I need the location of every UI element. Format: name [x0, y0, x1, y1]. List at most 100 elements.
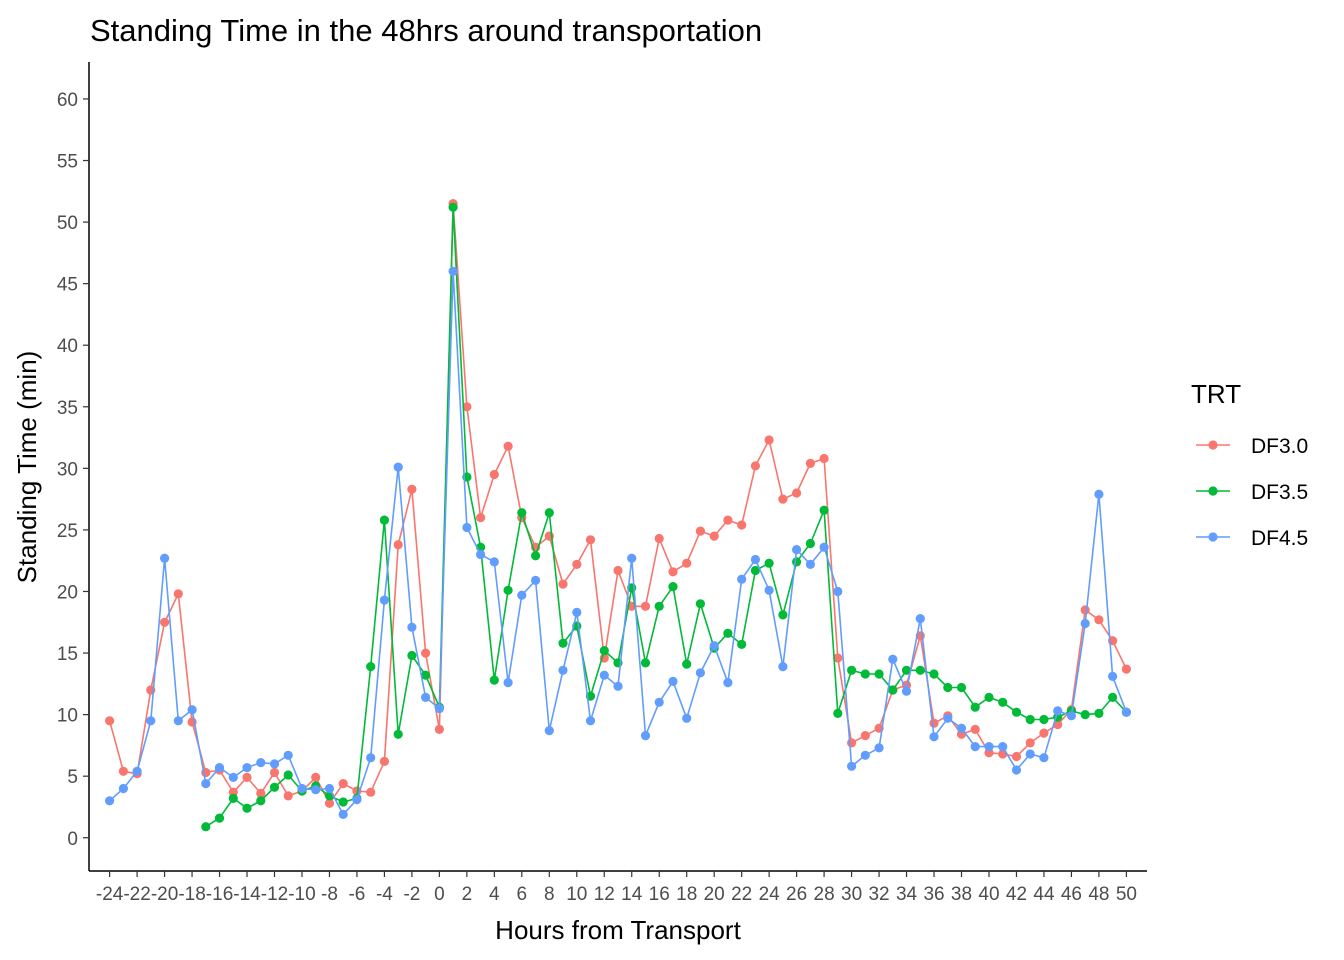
series-line [108, 202, 1128, 805]
x-tick-label: 38 [951, 884, 972, 905]
data-point [352, 795, 362, 805]
data-point [888, 685, 898, 695]
data-point [105, 796, 115, 806]
data-point [434, 724, 444, 735]
data-point [984, 692, 994, 703]
data-point [269, 782, 280, 792]
series-layer [105, 199, 1131, 832]
data-point [943, 713, 953, 723]
series-df3-0 [105, 199, 1131, 808]
legend-item: DF4.5 [1196, 527, 1308, 550]
data-point [1039, 714, 1049, 725]
data-point [1011, 765, 1022, 775]
data-point [737, 639, 747, 650]
data-point [297, 783, 307, 794]
data-point [805, 458, 816, 468]
data-point [915, 614, 925, 624]
data-point [792, 557, 802, 567]
data-point [750, 565, 761, 576]
x-tick-label: 46 [1061, 884, 1082, 905]
data-point [874, 669, 884, 679]
x-tick-label: 14 [621, 884, 643, 905]
y-tick-label: 55 [57, 152, 78, 173]
data-point [778, 494, 788, 504]
legend-title: TRT [1191, 379, 1241, 409]
data-point [379, 595, 389, 605]
data-point [1080, 618, 1090, 629]
x-tick-label: 16 [649, 884, 670, 905]
data-point [682, 713, 692, 723]
data-point [737, 574, 747, 584]
data-point [242, 803, 252, 813]
data-point [640, 658, 651, 668]
x-tick-label: -16 [206, 884, 233, 905]
data-point [407, 622, 417, 632]
y-axis-ticks: 0 5 10 15 20 25 30 35 40 45 50 55 60 [57, 90, 89, 850]
data-point [228, 793, 238, 804]
x-tick-label: 48 [1088, 884, 1109, 905]
data-point [160, 553, 170, 563]
x-tick-label: 4 [489, 884, 500, 905]
x-tick-label: -18 [178, 884, 205, 905]
x-tick-label: 42 [1006, 884, 1027, 905]
y-tick-label: 60 [57, 90, 78, 111]
legend-key-point [1208, 532, 1218, 542]
legend-label: DF4.5 [1251, 527, 1308, 550]
data-point [201, 822, 211, 832]
data-point [695, 668, 706, 678]
data-point [503, 585, 513, 595]
x-tick-label: 32 [868, 884, 889, 905]
data-point [256, 758, 266, 768]
data-point [1039, 753, 1049, 763]
data-point [723, 628, 733, 638]
legend-items: DF3.0 DF3.5 DF4.5 [1196, 435, 1308, 550]
data-point [1080, 710, 1090, 720]
legend: TRT DF3.0 DF3.5 DF4.5 [1191, 379, 1308, 550]
data-point [434, 703, 444, 714]
data-point [1039, 728, 1049, 738]
x-tick-label: -14 [233, 884, 261, 905]
data-point [929, 732, 939, 742]
legend-label: DF3.5 [1251, 481, 1308, 504]
x-tick-label: 8 [544, 884, 555, 905]
data-point [778, 610, 788, 620]
data-point [901, 686, 912, 696]
data-point [105, 716, 115, 726]
data-point [860, 731, 870, 741]
data-point [407, 484, 417, 494]
data-point [970, 702, 980, 712]
data-point [407, 650, 417, 661]
data-point [654, 697, 664, 707]
data-point [1011, 751, 1022, 762]
data-point [1121, 664, 1131, 674]
data-point [750, 554, 761, 565]
data-point [833, 586, 843, 597]
data-point [860, 750, 870, 760]
data-point [393, 729, 403, 739]
data-point [1025, 714, 1035, 725]
y-tick-label: 0 [67, 829, 78, 850]
data-point [819, 453, 829, 464]
x-tick-label: -22 [123, 884, 150, 905]
data-point [654, 601, 664, 611]
data-point [503, 441, 513, 451]
data-point [668, 582, 678, 592]
legend-key-point [1208, 440, 1218, 450]
data-point [695, 599, 706, 609]
data-point [956, 682, 967, 693]
data-point [1108, 671, 1118, 682]
data-point [448, 202, 458, 212]
data-point [214, 813, 225, 823]
data-point [173, 716, 183, 726]
data-point [160, 617, 170, 627]
data-point [1121, 707, 1131, 717]
x-tick-label: 36 [923, 884, 944, 905]
data-point [819, 505, 829, 515]
data-point [1080, 605, 1090, 615]
x-tick-label: 2 [462, 884, 473, 905]
data-point [572, 559, 582, 570]
x-tick-label: 22 [731, 884, 752, 905]
data-point [146, 716, 156, 726]
y-tick-label: 25 [57, 521, 78, 542]
x-tick-label: 18 [676, 884, 697, 905]
